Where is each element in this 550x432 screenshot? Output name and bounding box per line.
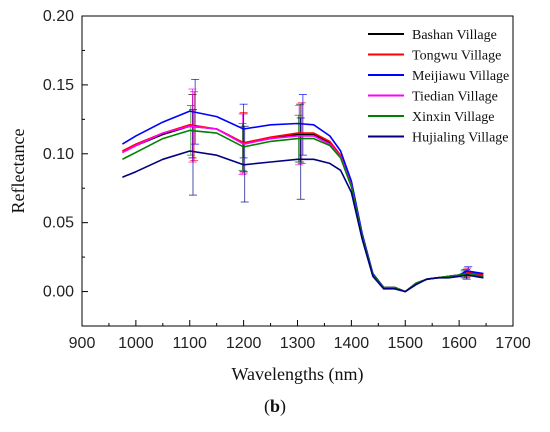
- x-tick-labels: 900 1000 1100 1200 1300 1400 1500 1600 1700: [69, 335, 531, 352]
- caption-close-paren: ): [280, 396, 286, 416]
- x-tick-label: 1500: [387, 335, 423, 352]
- x-tick-label: 1400: [334, 335, 370, 352]
- y-tick-label: 0.10: [43, 146, 74, 163]
- figure-caption: (b): [0, 396, 550, 417]
- y-tick-label: 0.05: [43, 215, 74, 232]
- y-axis-title: Reflectance: [8, 129, 28, 214]
- x-tick-label: 1000: [118, 335, 154, 352]
- x-tick-label: 1700: [495, 335, 531, 352]
- caption-open-paren: (: [263, 396, 270, 416]
- axis-ticks: [81, 15, 514, 327]
- reflectance-line-chart: 900 1000 1100 1200 1300 1400 1500 1600 1700 0.00…: [8, 8, 531, 385]
- x-tick-label: 1100: [173, 335, 208, 352]
- error-bar: [239, 103, 248, 159]
- error-bar: [188, 109, 197, 196]
- x-tick-label: 1300: [280, 335, 316, 352]
- x-tick-label: 1200: [226, 335, 262, 352]
- legend-label-4: Tiedian Village: [412, 90, 498, 105]
- x-axis-title: Wavelengths (nm): [231, 364, 363, 385]
- legend-label-3: Meijiawu Village: [412, 69, 509, 84]
- y-tick-label: 0.00: [43, 284, 74, 301]
- legend-label-1: Bashan Village: [412, 28, 497, 43]
- error-bar: [298, 94, 307, 156]
- series-line-6: [122, 150, 484, 293]
- legend-label-2: Tongwu Village: [412, 49, 501, 64]
- x-tick-label: 900: [69, 335, 96, 352]
- y-tick-label: 0.15: [43, 77, 74, 94]
- y-tick-label: 0.20: [43, 8, 74, 25]
- y-tick-labels: 0.00 0.05 0.10 0.15 0.20: [43, 8, 74, 301]
- legend-label-6: Hujialing Village: [412, 131, 509, 146]
- x-tick-label: 1600: [441, 335, 477, 352]
- series-lines: [121, 110, 484, 293]
- legend-label-5: Xinxin Village: [412, 110, 495, 125]
- caption-letter: b: [269, 396, 280, 416]
- legend: Bashan Village Tongwu Village Meijiawu Vil…: [368, 28, 509, 146]
